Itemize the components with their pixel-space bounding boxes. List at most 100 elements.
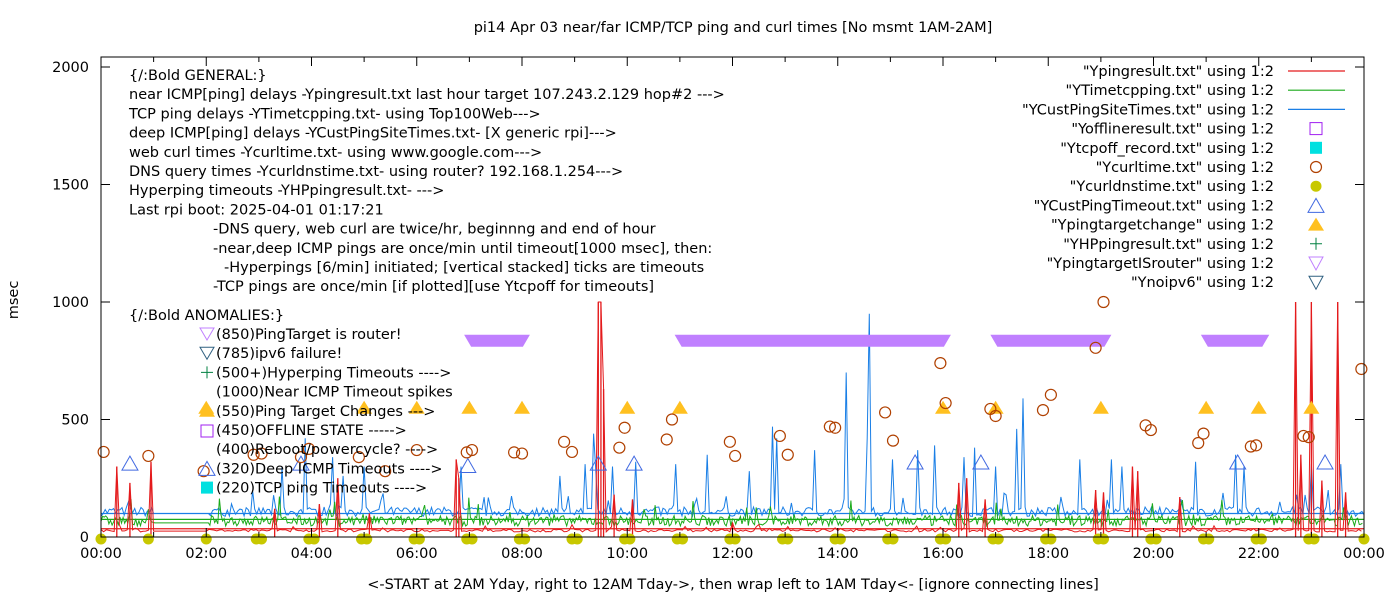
dns-time-point	[519, 533, 531, 545]
curl-time-point	[879, 406, 892, 419]
dns-time-point	[1255, 533, 1267, 545]
dns-time-point	[940, 533, 952, 545]
ping-target-change-point	[408, 400, 425, 414]
legend-entry-label: "YpingtargetISrouter" using 1:2	[1047, 256, 1274, 272]
x-tick-label: 18:00	[1027, 546, 1069, 562]
legend-entry-label: "Ycurldnstime.txt" using 1:2	[1070, 179, 1274, 195]
dns-time-point	[361, 533, 373, 545]
curl-time-point	[302, 442, 315, 455]
x-tick-label: 06:00	[396, 546, 438, 562]
curl-time-point	[886, 434, 900, 447]
ping-target-change-point	[356, 400, 373, 414]
router-marker-band	[990, 334, 1112, 347]
legend-entry-label: "Yofflineresult.txt" using 1:2	[1071, 122, 1274, 138]
annotation-general-line: Hyperping timeouts -YHPpingresult.txt- -…	[129, 183, 444, 199]
curl-time-point	[934, 357, 947, 370]
y-tick-label: 1500	[52, 178, 89, 194]
legend-entry-label: "Ypingresult.txt" using 1:2	[1083, 64, 1274, 80]
legend-triangle-up-icon	[1307, 197, 1325, 213]
annotation-anomaly-line: (450)OFFLINE STATE ----->	[216, 423, 407, 439]
dns-time-point	[1098, 533, 1110, 545]
y-tick-label: 500	[61, 413, 89, 429]
x-tick-label: 12:00	[712, 546, 754, 562]
triangle-up-icon	[198, 460, 216, 476]
annotation-anomaly-line: (500+)Hyperping Timeouts ---->	[216, 365, 451, 381]
deep-icmp-timeout-point	[121, 455, 139, 471]
dns-time-point	[571, 533, 583, 545]
curl-time-point	[1192, 436, 1205, 450]
curl-time-point	[565, 445, 579, 459]
ping-target-change-point	[671, 400, 688, 414]
router-marker-band	[464, 334, 530, 347]
dns-time-point	[413, 533, 425, 545]
y-tick-label: 1000	[52, 295, 89, 311]
curl-time-point	[665, 413, 679, 426]
curl-time-point	[508, 446, 521, 459]
annotation-anomaly-line: (1000)Near ICMP Timeout spikes	[216, 385, 453, 401]
dns-time-point	[95, 533, 107, 545]
curl-time-point	[1089, 341, 1102, 354]
x-tick-label: 08:00	[501, 546, 543, 562]
dns-time-point	[142, 533, 154, 545]
x-tick-label: 04:00	[291, 546, 333, 562]
chart-title: pi14 Apr 03 near/far ICMP/TCP ping and c…	[474, 20, 993, 36]
square-filled-icon	[201, 481, 213, 494]
annotation-anomaly-line: (220)TCP ping Timeouts ---->	[216, 481, 427, 497]
annotation-anomalies-title: {/:Bold ANOMALIES:}	[129, 308, 284, 324]
legend-entry-label: "YHPpingresult.txt" using 1:2	[1063, 237, 1274, 253]
legend-triangle-down-icon	[1308, 275, 1324, 291]
y-tick-label: 2000	[52, 60, 89, 76]
legend-entry-label: "Ytcpoff_record.txt" using 1:2	[1060, 141, 1274, 157]
curl-time-point	[294, 451, 308, 464]
annotation-general-line: deep ICMP[ping] delays -YCustPingSiteTim…	[129, 126, 617, 142]
legend-circle-icon	[1309, 160, 1323, 174]
curl-time-point	[515, 447, 529, 460]
curl-time-point	[773, 429, 786, 443]
curl-time-point	[410, 443, 423, 457]
curl-time-point	[460, 446, 473, 459]
curl-time-point	[197, 465, 210, 478]
router-marker-band	[674, 334, 951, 347]
triangle-up-filled-icon	[199, 403, 215, 417]
dns-time-point	[677, 533, 689, 545]
x-tick-label: 14:00	[817, 546, 859, 562]
dns-time-point	[308, 533, 320, 545]
curl-time-point	[1044, 388, 1057, 401]
plus-icon	[201, 366, 213, 379]
curl-time-point	[465, 443, 479, 457]
curl-time-point	[352, 451, 365, 464]
ping-target-change-point	[461, 400, 478, 414]
deep-icmp-timeout-point	[458, 457, 477, 473]
dns-time-point	[834, 533, 846, 545]
ping-target-change-point	[1092, 400, 1109, 414]
dns-time-point	[992, 533, 1004, 545]
deep-icmp-timeout-point	[292, 455, 310, 471]
legend-square-icon	[1309, 122, 1323, 136]
deep-icmp-timeout-point	[1228, 453, 1247, 470]
curl-time-point	[823, 420, 836, 433]
series-tcp-ping-line	[100, 496, 1363, 528]
dns-time-point	[466, 533, 478, 545]
ping-target-change-point	[619, 400, 636, 414]
legend-triangle-down-icon	[1308, 256, 1324, 272]
dns-time-point	[1150, 533, 1162, 545]
legend: "Ypingresult.txt" using 1:2 "YTimetcpping…	[1022, 64, 1345, 291]
dns-time-point	[1045, 533, 1057, 545]
curl-time-point	[781, 448, 794, 461]
dns-time-point	[1358, 533, 1370, 545]
annotation-general-line: near ICMP[ping] delays -Ypingresult.txt …	[129, 87, 725, 103]
deep-icmp-timeout-point	[589, 455, 608, 471]
annotation-note-line: -Hyperpings [6/min] initiated; [vertical…	[224, 260, 704, 276]
curl-time-point	[557, 435, 571, 448]
legend-entry-label: "YCustPingSiteTimes.txt" using 1:2	[1022, 102, 1274, 118]
deep-icmp-timeout-point	[625, 455, 643, 471]
legend-entry-label: "YTimetcpping.txt" using 1:2	[1066, 83, 1274, 99]
curl-time-point	[1197, 427, 1210, 440]
annotation-anomaly-line: (320)Deep ICMP Timeouts ---->	[216, 461, 443, 477]
axes: 0 500 1000 1500 2000 00:00 02:00 04:00 06:00 08:0…	[52, 56, 1385, 562]
ping-target-change-point	[1250, 400, 1267, 414]
x-axis-label: <-START at 2AM Yday, right to 12AM Tday-…	[367, 577, 1099, 593]
ping-target-change-point	[1198, 400, 1215, 414]
curl-time-point	[660, 433, 673, 446]
